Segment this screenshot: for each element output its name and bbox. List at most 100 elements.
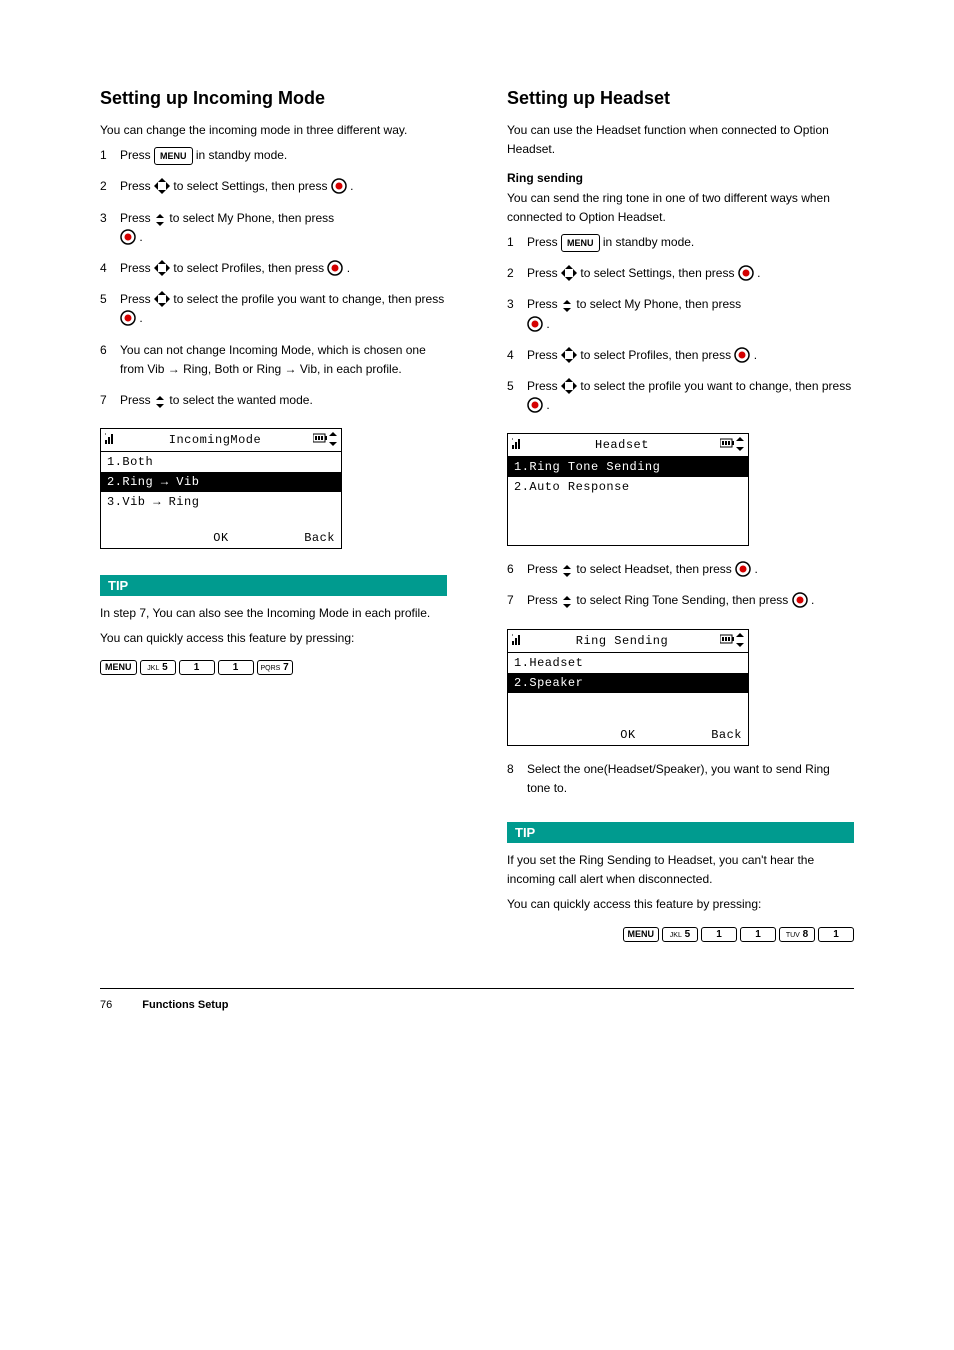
signal-icon bbox=[105, 432, 117, 448]
tip-text: In step 7, You can also see the Incoming… bbox=[100, 604, 447, 623]
chapter-name: Functions Setup bbox=[142, 999, 228, 1011]
screen-title: IncomingMode bbox=[117, 433, 313, 447]
step-text: Press bbox=[120, 261, 154, 275]
key-1: 1 bbox=[740, 927, 776, 942]
step-text: . bbox=[754, 562, 757, 576]
step-text: Press bbox=[120, 148, 154, 162]
step-5: 5 Press to select the profile you want t… bbox=[100, 290, 447, 328]
step-text: Press bbox=[120, 179, 154, 193]
step-text: to select the profile you want to change… bbox=[580, 379, 851, 393]
tip-badge: TIP bbox=[507, 822, 854, 843]
step-text: in standby mode. bbox=[196, 148, 287, 162]
step-text: . bbox=[546, 398, 549, 412]
step-text: Press bbox=[527, 297, 561, 311]
step-text: to select Ring Tone Sending, then press bbox=[576, 593, 791, 607]
target-icon bbox=[792, 593, 808, 607]
key-7: PQRS 7 bbox=[257, 660, 293, 675]
step-text: . bbox=[811, 593, 814, 607]
step-text: Press bbox=[120, 393, 154, 407]
list-item-selected: 2.Speaker bbox=[508, 673, 748, 693]
step-1: 1 Press MENU in standby mode. bbox=[507, 233, 854, 252]
battery-icon bbox=[720, 437, 734, 453]
step-3: 3 Press to select My Phone, then press . bbox=[507, 295, 854, 333]
scroll-arrows-icon bbox=[736, 437, 744, 453]
step-text: Press bbox=[527, 379, 561, 393]
battery-icon bbox=[720, 633, 734, 649]
menu-key: MENU bbox=[623, 927, 660, 942]
step-text: Press bbox=[527, 562, 561, 576]
step-text: . bbox=[754, 348, 757, 362]
step-8: 8 Select the one(Headset/Speaker), you w… bbox=[507, 760, 854, 798]
target-icon bbox=[738, 266, 754, 280]
key-1: 1 bbox=[701, 927, 737, 942]
step-text: . bbox=[546, 317, 549, 331]
intro-text: You can change the incoming mode in thre… bbox=[100, 121, 447, 140]
key-5: JKL 5 bbox=[140, 660, 176, 675]
step-text: to select Profiles, then press bbox=[580, 348, 734, 362]
intro-text: You can use the Headset function when co… bbox=[507, 121, 854, 159]
signal-icon bbox=[512, 633, 524, 649]
key-8: TUV 8 bbox=[779, 927, 815, 942]
list-item-selected: 1.Ring Tone Sending bbox=[508, 457, 748, 477]
nav-updown-icon bbox=[561, 593, 573, 607]
nav-4way-icon bbox=[154, 292, 170, 306]
section-heading: Setting up Incoming Mode bbox=[100, 88, 447, 109]
step-text: . bbox=[347, 261, 350, 275]
step-6: 6 Press to select Headset, then press . bbox=[507, 560, 854, 579]
step-text: Ring, Both or Ring bbox=[183, 362, 281, 376]
step-text: . bbox=[139, 230, 142, 244]
target-icon bbox=[120, 230, 136, 244]
key-1: 1 bbox=[818, 927, 854, 942]
step-text: Select the one(Headset/Speaker), you wan… bbox=[527, 762, 830, 795]
nav-updown-icon bbox=[561, 562, 573, 576]
step-6: 6 You can not change Incoming Mode, whic… bbox=[100, 341, 447, 379]
scroll-arrows-icon bbox=[736, 633, 744, 649]
footer-divider bbox=[100, 988, 854, 989]
list-item-selected: 2.Ring → Vib bbox=[101, 472, 341, 492]
subheading: Ring sending bbox=[507, 169, 854, 188]
page-footer: 76 Functions Setup bbox=[100, 999, 854, 1011]
step-3: 3 Press to select My Phone, then press . bbox=[100, 209, 447, 247]
target-icon bbox=[120, 311, 136, 325]
softkey-ok: OK bbox=[183, 531, 259, 545]
nav-4way-icon bbox=[561, 348, 577, 362]
key-5: JKL 5 bbox=[662, 927, 698, 942]
softkey-ok: OK bbox=[590, 728, 666, 742]
step-text: to select Settings, then press bbox=[173, 179, 330, 193]
step-2: 2 Press to select Settings, then press . bbox=[507, 264, 854, 283]
tip-text: If you set the Ring Sending to Headset, … bbox=[507, 851, 854, 889]
step-text: Press bbox=[527, 593, 561, 607]
step-text: in standby mode. bbox=[603, 235, 694, 249]
step-text: . bbox=[350, 179, 353, 193]
nav-4way-icon bbox=[561, 379, 577, 393]
menu-key: MENU bbox=[561, 234, 600, 252]
battery-icon bbox=[313, 432, 327, 448]
step-text: Press bbox=[527, 348, 561, 362]
target-icon bbox=[327, 261, 343, 275]
step-1: 1 Press MENU in standby mode. bbox=[100, 146, 447, 165]
target-icon bbox=[734, 348, 750, 362]
key-1: 1 bbox=[179, 660, 215, 675]
step-text: to select Profiles, then press bbox=[173, 261, 327, 275]
phone-screen-headset: Headset 1.Ring Tone Sending 2.Auto Respo… bbox=[507, 433, 749, 546]
step-text: . bbox=[139, 311, 142, 325]
screen-title: Ring Sending bbox=[524, 634, 720, 648]
target-icon bbox=[331, 179, 347, 193]
nav-4way-icon bbox=[561, 266, 577, 280]
step-4: 4 Press to select Profiles, then press . bbox=[100, 259, 447, 278]
tip-text: You can quickly access this feature by p… bbox=[507, 895, 854, 914]
step-text: Vib, in each profile. bbox=[300, 362, 402, 376]
step-text: to select Settings, then press bbox=[580, 266, 737, 280]
tip-badge: TIP bbox=[100, 575, 447, 596]
page-number: 76 bbox=[100, 999, 112, 1011]
sub-text: You can send the ring tone in one of two… bbox=[507, 189, 854, 227]
quick-key-sequence: MENU JKL 5 1 1 TUV 8 1 bbox=[507, 927, 854, 942]
phone-screen-incoming: IncomingMode 1.Both 2.Ring → Vib 3.Vib →… bbox=[100, 428, 342, 549]
target-icon bbox=[527, 317, 543, 331]
step-text: to select Headset, then press bbox=[576, 562, 735, 576]
nav-updown-icon bbox=[154, 393, 166, 407]
screen-title: Headset bbox=[524, 438, 720, 452]
list-item: 1.Both bbox=[101, 452, 341, 472]
step-text: Press bbox=[527, 266, 561, 280]
step-2: 2 Press to select Settings, then press . bbox=[100, 177, 447, 196]
